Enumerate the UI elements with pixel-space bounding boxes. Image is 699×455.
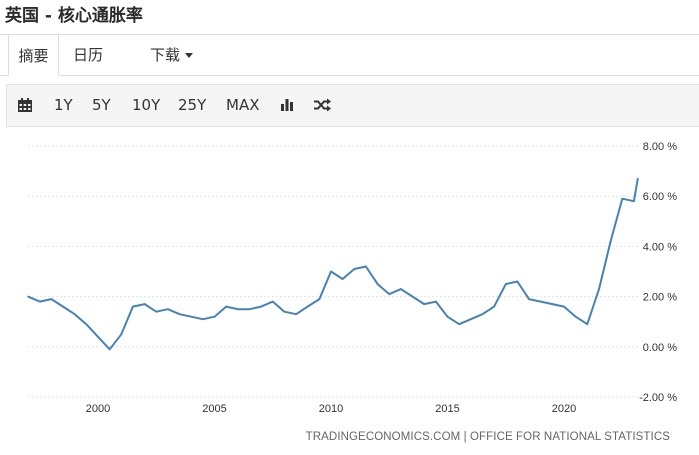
data-point bbox=[306, 305, 309, 308]
data-point bbox=[248, 308, 251, 310]
y-tick-label: 6.00 % bbox=[643, 191, 677, 203]
data-point bbox=[272, 300, 274, 303]
range-1y-button[interactable]: 1Y bbox=[54, 96, 73, 114]
y-tick-label: 4.00 % bbox=[643, 241, 677, 253]
y-axis-ticks: 8.00 % 6.00 % 4.00 % 2.00 % 0.00 % -2.00 % bbox=[639, 141, 677, 404]
data-point bbox=[143, 303, 146, 305]
data-point bbox=[481, 313, 484, 315]
range-10y-button[interactable]: 10Y bbox=[132, 96, 161, 114]
data-point bbox=[637, 177, 639, 180]
data-point bbox=[202, 318, 204, 320]
data-point bbox=[586, 323, 589, 325]
data-point bbox=[190, 315, 192, 318]
data-point bbox=[446, 315, 449, 318]
chart-grid bbox=[28, 145, 640, 398]
chart-series bbox=[27, 177, 639, 351]
data-point bbox=[633, 200, 635, 202]
x-axis-ticks: 2000 2005 2010 2015 2020 bbox=[86, 403, 576, 415]
data-point bbox=[505, 283, 507, 285]
data-point bbox=[621, 197, 624, 200]
data-point bbox=[528, 298, 530, 300]
data-point bbox=[470, 318, 472, 320]
caret-down-icon bbox=[185, 53, 194, 58]
data-point bbox=[120, 333, 123, 336]
tab-bar: 摘要 日历 下载 bbox=[0, 34, 699, 76]
data-point bbox=[108, 348, 111, 351]
tab-download-label: 下载 bbox=[150, 46, 181, 64]
source-separator: | bbox=[463, 431, 467, 443]
x-tick-label: 2015 bbox=[435, 403, 459, 415]
data-point bbox=[435, 300, 437, 303]
range-5y-button[interactable]: 5Y bbox=[92, 96, 111, 114]
data-point bbox=[155, 310, 158, 313]
source-provider-link[interactable]: TRADINGECONOMICS.COM bbox=[305, 431, 461, 443]
data-point bbox=[318, 298, 321, 300]
data-point bbox=[295, 313, 297, 315]
data-point bbox=[73, 313, 76, 315]
page-title: 英国 - 核心通胀率 bbox=[5, 6, 143, 26]
shuffle-icon[interactable] bbox=[314, 85, 331, 126]
data-point bbox=[132, 305, 134, 308]
data-point bbox=[50, 298, 53, 300]
data-point bbox=[493, 305, 495, 308]
data-point bbox=[458, 323, 461, 325]
data-point bbox=[27, 295, 29, 298]
x-tick-label: 2005 bbox=[202, 403, 226, 415]
source-attribution: TRADINGECONOMICS.COM | OFFICE FOR NATION… bbox=[306, 431, 670, 443]
data-point bbox=[365, 265, 367, 268]
data-point bbox=[598, 288, 600, 290]
series-line bbox=[27, 178, 639, 351]
data-point bbox=[341, 278, 344, 280]
y-tick-label: 8.00 % bbox=[643, 141, 677, 153]
data-point bbox=[411, 295, 414, 298]
data-point bbox=[167, 308, 169, 310]
data-point bbox=[388, 293, 391, 295]
data-point bbox=[225, 305, 227, 308]
data-point bbox=[400, 288, 402, 290]
data-point bbox=[539, 300, 542, 303]
range-25y-button[interactable]: 25Y bbox=[178, 96, 207, 114]
x-tick-label: 2020 bbox=[552, 403, 576, 415]
data-point bbox=[283, 310, 286, 313]
data-point bbox=[237, 308, 239, 310]
data-point bbox=[516, 280, 519, 283]
data-point bbox=[376, 283, 379, 285]
y-tick-label: -2.00 % bbox=[639, 392, 677, 404]
data-point bbox=[563, 305, 565, 308]
chart-toolbar: 1Y 5Y 10Y 25Y MAX bbox=[6, 84, 699, 127]
tab-download[interactable]: 下载 bbox=[150, 34, 194, 76]
data-point bbox=[178, 313, 181, 315]
tab-summary[interactable]: 摘要 bbox=[8, 34, 59, 76]
data-point bbox=[213, 315, 216, 318]
line-chart: 8.00 % 6.00 % 4.00 % 2.00 % 0.00 % -2.00 % 20… bbox=[27, 141, 677, 415]
y-tick-label: 2.00 % bbox=[643, 292, 677, 304]
data-point bbox=[551, 303, 554, 305]
y-tick-label: 0.00 % bbox=[643, 342, 677, 354]
data-point bbox=[97, 336, 99, 338]
data-point bbox=[39, 300, 41, 303]
data-point bbox=[260, 305, 262, 308]
x-tick-label: 2000 bbox=[86, 403, 110, 415]
tab-calendar[interactable]: 日历 bbox=[73, 46, 104, 64]
data-point bbox=[574, 315, 577, 318]
source-agency-link[interactable]: OFFICE FOR NATIONAL STATISTICS bbox=[470, 431, 670, 443]
data-point bbox=[609, 240, 612, 243]
data-point bbox=[353, 268, 356, 270]
data-point bbox=[62, 305, 64, 308]
bar-chart-icon[interactable] bbox=[280, 85, 294, 126]
data-point bbox=[85, 323, 88, 325]
calendar-icon[interactable] bbox=[18, 85, 32, 126]
x-tick-label: 2010 bbox=[319, 403, 343, 415]
range-max-button[interactable]: MAX bbox=[226, 96, 260, 114]
data-point bbox=[330, 270, 332, 273]
data-point bbox=[423, 303, 426, 305]
